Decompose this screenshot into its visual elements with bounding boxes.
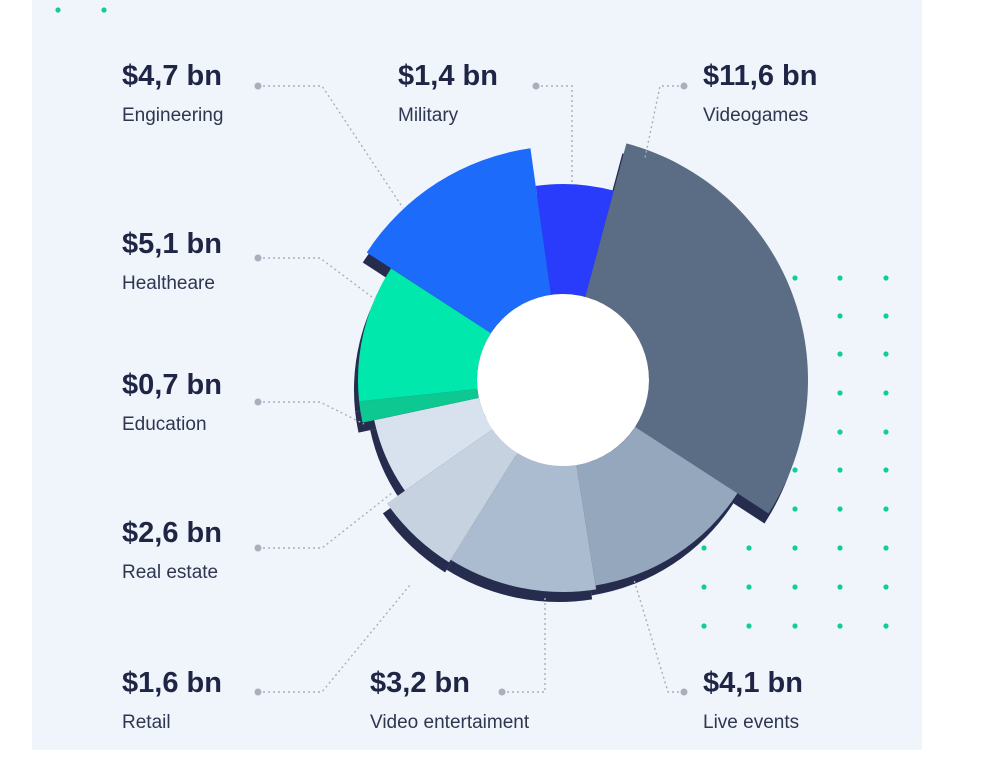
deco-dot [883,390,889,396]
deco-dot [883,351,889,357]
deco-dot [837,275,843,281]
slice-value-label: $4,1 bn [703,667,803,699]
leader-line [536,85,573,185]
deco-dot [837,545,843,551]
deco-dot [837,351,843,357]
leader-line [502,595,546,693]
deco-dot [837,429,843,435]
slice-value-label: $2,6 bn [122,517,222,549]
deco-dot [746,584,752,590]
leader-lines [254,82,688,696]
leader-line [258,401,365,425]
slice-value-label: $5,1 bn [122,228,222,260]
deco-dot [837,506,843,512]
deco-dot [883,584,889,590]
slice-education [359,388,479,423]
slice-value-label: $0,7 bn [122,369,222,401]
deco-dot [837,467,843,473]
deco-dot [792,623,798,629]
leader-dot [254,254,262,262]
slice-videogames [585,143,808,514]
slice-category-label: Video entertaiment [370,712,530,733]
donut-hole [477,294,649,466]
deco-dot [792,584,798,590]
leader-line [644,85,684,159]
deco-dot [883,467,889,473]
slice-healtheare [357,268,491,402]
slice-military [535,184,614,297]
deco-dot [792,545,798,551]
leader-line [258,584,411,693]
leader-line [633,579,684,693]
deco-dot [792,467,798,473]
slice-value-label: $1,6 bn [122,667,222,699]
slice-category-label: Engineering [122,105,223,126]
slice-category-label: Live events [703,712,799,733]
deco-dot [701,623,707,629]
slice-category-label: Retail [122,712,171,733]
deco-dot [883,275,889,281]
slice-category-label: Education [122,414,207,435]
slice-retail [386,429,518,563]
deco-dot [883,623,889,629]
leader-dot [532,82,540,90]
deco-dot [746,545,752,551]
deco-dot [883,506,889,512]
slice-value-label: $11,6 bn [703,60,817,92]
slice-value-label: $4,7 bn [122,60,222,92]
slice-live-events [576,426,738,586]
slice-value-label: $1,4 bn [398,60,498,92]
deco-dot [701,545,707,551]
leader-dot [498,688,506,696]
leader-dot [254,544,262,552]
slice-value-label: $3,2 bn [370,667,470,699]
leader-dot [254,82,262,90]
slice-labels: $11,6 bn Videogames $4,1 bn Live events $3,2… [122,60,817,733]
deco-dot [746,623,752,629]
deco-dot [883,313,889,319]
deco-dot [701,584,707,590]
leader-dot [254,398,262,406]
leader-dot [254,688,262,696]
slice-engineering [366,148,552,334]
leader-line [258,257,377,301]
deco-dot [792,506,798,512]
leader-line [258,85,404,209]
deco-dot [101,7,107,13]
deco-dot [837,313,843,319]
slice-category-label: Healtheare [122,273,215,294]
deco-dot [837,390,843,396]
slice-video-entertaiment [450,452,597,592]
deco-dot [792,275,798,281]
deco-dot [837,623,843,629]
slice-category-label: Military [398,105,459,126]
leader-dot [680,82,688,90]
slice-real-estate [374,397,493,491]
donut-slices [357,143,808,592]
deco-dot [837,584,843,590]
leader-line [258,492,393,549]
slice-category-label: Real estate [122,562,218,583]
deco-dot [55,7,61,13]
slice-category-label: Videogames [703,105,808,126]
leader-dot [680,688,688,696]
deco-dot [883,545,889,551]
deco-dot [883,429,889,435]
